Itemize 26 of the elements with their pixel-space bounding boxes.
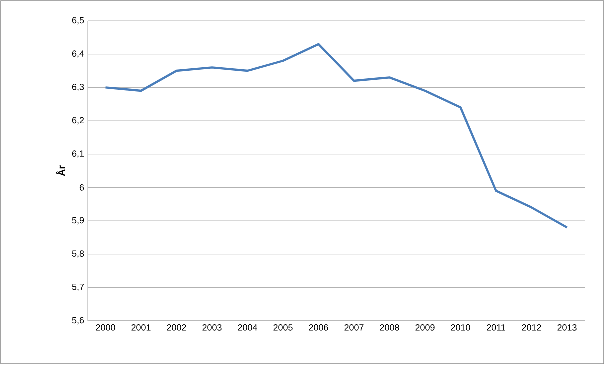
- y-tick-label: 6: [80, 184, 84, 191]
- y-tick-label: 5,6: [72, 317, 84, 325]
- x-tick-label: 2011: [487, 324, 506, 331]
- y-tick-label: 6,4: [72, 50, 84, 58]
- x-tick-label: 2013: [558, 324, 577, 331]
- y-axis-title: År: [56, 166, 66, 176]
- x-tick-label: 2007: [344, 324, 364, 331]
- y-tick-label: 5,8: [72, 250, 84, 258]
- x-tick-label: 2008: [380, 324, 400, 331]
- x-tick-label: 2010: [451, 324, 470, 331]
- x-tick-label: 2000: [96, 324, 116, 331]
- x-tick-label: 2003: [202, 324, 222, 331]
- y-tick-label: 6,3: [72, 84, 84, 92]
- y-tick-label: 6,1: [72, 150, 84, 158]
- y-tick-label: 6,5: [72, 17, 84, 25]
- x-tick-label: 2012: [522, 324, 542, 331]
- x-tick-label: 2001: [132, 324, 151, 331]
- x-tick-label: 2006: [309, 324, 328, 331]
- y-tick-label: 5,7: [72, 284, 84, 292]
- x-tick-label: 2004: [238, 324, 258, 331]
- x-tick-label: 2002: [167, 324, 186, 331]
- x-tick-label: 2005: [274, 324, 293, 331]
- y-tick-label: 6,2: [72, 117, 84, 125]
- y-tick-label: 5,9: [72, 217, 84, 225]
- line-series: [104, 43, 568, 229]
- x-tick-label: 2009: [416, 324, 435, 331]
